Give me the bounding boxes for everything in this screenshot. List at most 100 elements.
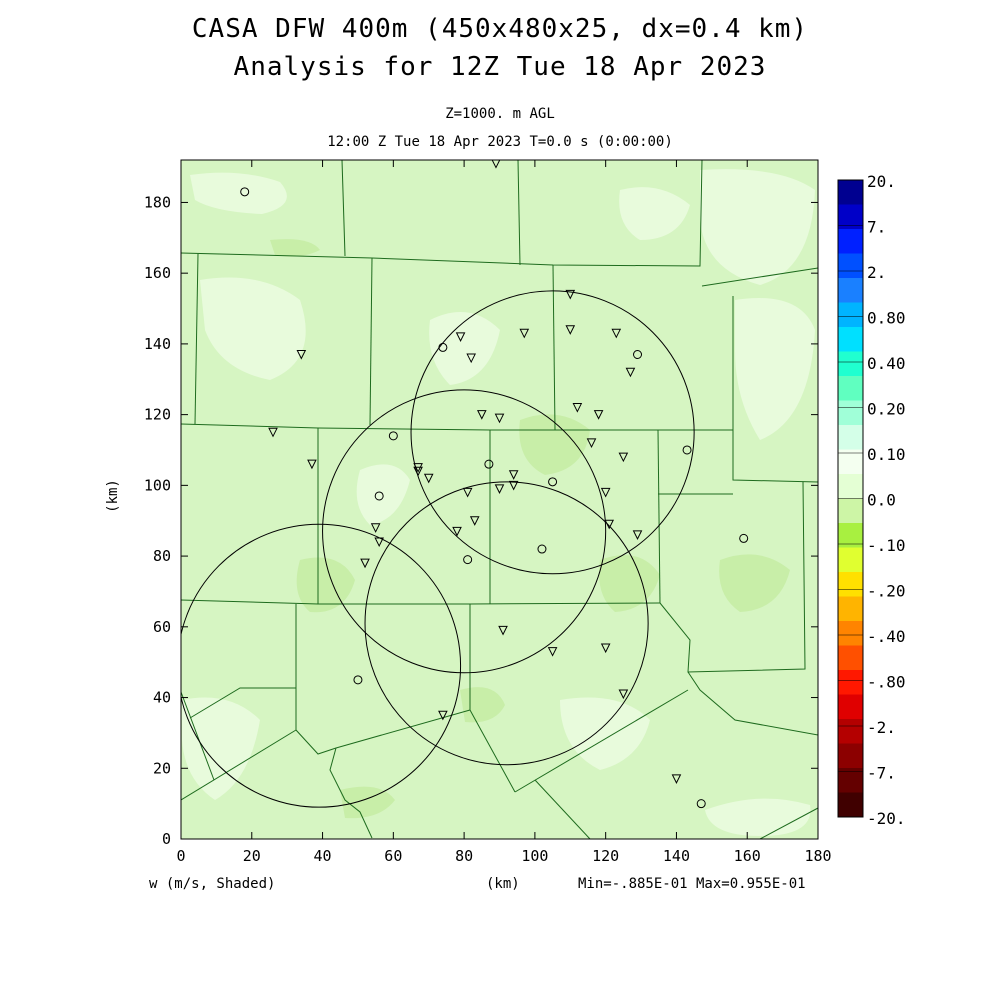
station-circle-marker [374,491,384,501]
y-tick-label: 100 [144,476,171,494]
station-circle-marker [548,477,558,487]
station-circle-marker [633,350,643,360]
station-circle-marker [463,555,473,565]
station-triangle-marker [476,410,487,420]
field-shading [181,160,818,839]
station-triangle-marker [491,160,501,169]
station-triangle-marker [413,466,423,477]
y-axis: 0 20 40 60 80 100 120 140 160 180 [144,193,818,848]
x-tick-label: 20 [243,847,261,865]
x-axis-label: (km) [486,876,520,892]
colorbar-label: 0.40 [867,354,906,373]
colorbar-swatch [838,694,863,720]
colorbar-label: 7. [867,218,886,237]
range-ring [181,523,462,808]
station-triangle-marker [671,774,682,784]
x-tick-label: 40 [314,847,332,865]
colorbar-label: 2. [867,263,886,282]
range-ring [322,389,607,674]
station-triangle-marker [466,353,476,364]
y-axis-label: (km) [104,479,121,513]
station-triangle-marker [632,530,643,540]
station-triangle-marker [508,480,519,491]
colorbar-label: 0.80 [867,309,906,328]
colorbar-swatch [838,278,863,303]
x-tick-label: 180 [804,847,831,865]
y-tick-label: 160 [144,264,171,282]
weak-updraft-patches [182,169,815,836]
colorbar-swatch [838,351,863,377]
colorbar-swatch [838,498,863,524]
colorbar-label: -.40 [867,627,906,646]
colorbar-swatch [838,670,863,695]
station-triangle-marker [519,328,530,339]
colorbar-label: -2. [867,718,896,737]
y-tick-label: 120 [144,406,171,424]
colorbar-swatch [838,596,863,622]
station-circle-marker [696,799,706,809]
y-tick-label: 60 [153,618,171,636]
plot-background [181,160,818,839]
time-label: 12:00 Z Tue 18 Apr 2023 T=0.0 s (0:00:00… [327,134,673,150]
station-triangle-marker [572,403,583,413]
y-tick-label: 180 [144,193,171,211]
station-circle-marker [240,187,250,197]
colorbar-swatch [838,327,863,352]
station-triangle-marker [494,413,505,424]
x-axis: 0 20 40 60 80 100 120 140 160 180 [176,160,832,865]
colorbar-swatch [838,180,863,205]
station-triangle-marker [370,523,381,533]
station-triangle-marker [600,487,611,498]
x-tick-label: 120 [592,847,619,865]
colorbar-swatch [838,474,863,499]
station-circle-marker [388,431,398,441]
colorbar-label: 0.20 [867,400,906,419]
station-triangle-marker [462,487,473,498]
station-triangle-marker [438,710,448,721]
station-triangle-marker [494,484,505,495]
y-tick-label: 0 [162,830,171,848]
y-tick-label: 40 [153,689,171,707]
x-tick-label: 100 [521,847,548,865]
station-triangle-marker [565,289,576,300]
radar-range-rings [181,290,695,808]
station-markers [240,160,749,809]
variable-label: w (m/s, Shaded) [149,876,276,892]
station-circle-marker [438,342,448,352]
station-triangle-marker [469,516,480,526]
colorbar-swatch [838,547,863,573]
y-tick-label: 140 [144,335,171,353]
colorbar-swatch [838,400,863,426]
x-tick-label: 0 [176,847,185,865]
colorbar-swatch [838,229,863,254]
colorbar-swatch [838,425,863,450]
y-tick-label: 20 [153,759,171,777]
station-triangle-marker [547,647,558,657]
colorbar-swatch [838,645,863,671]
x-tick-label: 60 [384,847,402,865]
colorbar-label: -.80 [867,673,906,692]
station-triangle-marker [618,452,629,463]
colorbar-label: 0.10 [867,445,906,464]
station-triangle-marker [508,470,519,480]
station-circle-marker [739,533,749,543]
colorbar-swatch [838,621,863,646]
figure-title-line1: CASA DFW 400m (450x480x25, dx=0.4 km) [191,14,809,44]
colorbar-swatch [838,719,863,744]
station-triangle-marker [423,473,434,484]
station-triangle-marker [268,427,278,438]
station-triangle-marker [593,410,604,420]
station-circle-marker [353,675,363,685]
station-triangle-marker [455,332,466,342]
station-triangle-marker [307,459,317,470]
colorbar-label: -7. [867,764,896,783]
colorbar-swatch [838,572,863,597]
station-triangle-marker [360,558,370,569]
figure-title-line2: Analysis for 12Z Tue 18 Apr 2023 [233,52,767,82]
colorbar-label: -20. [867,809,906,828]
station-circle-marker [537,544,547,554]
colorbar-swatch [838,302,863,328]
colorbar-label: 0.0 [867,491,896,510]
range-ring [410,290,695,575]
